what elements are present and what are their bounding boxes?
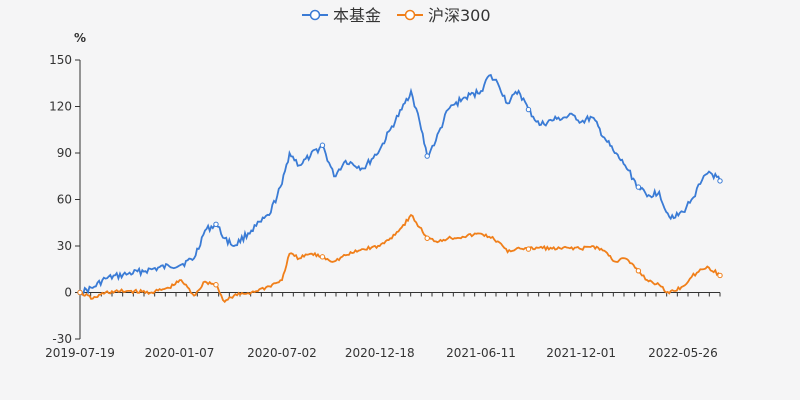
series-point — [717, 178, 723, 184]
series-point — [635, 268, 642, 274]
y-tick-label: 30 — [57, 239, 72, 253]
series-line-1 — [79, 213, 721, 304]
legend-marker-icon — [309, 9, 321, 21]
x-tick-label: 2019-07-19 — [45, 346, 115, 360]
x-tick-label: 2021-06-11 — [446, 346, 516, 360]
y-axis-unit: % — [74, 31, 86, 45]
legend-label: 本基金 — [333, 6, 381, 25]
legend-item[interactable]: 本基金 — [302, 6, 381, 25]
series-point — [525, 246, 532, 252]
x-axis: 2019-07-19 2020-01-07 2020-07-02 2020-12-18… — [45, 292, 721, 360]
y-tick-label: 60 — [57, 193, 72, 207]
x-tick-label: 2020-12-18 — [345, 346, 415, 360]
series-point — [213, 221, 219, 228]
series-point — [424, 153, 430, 159]
y-tick-label: -30 — [52, 332, 72, 346]
legend-label: 沪深300 — [428, 6, 491, 25]
legend-marker-icon — [404, 9, 416, 21]
series-point — [77, 289, 83, 296]
x-tick-label: 2021-12-01 — [546, 346, 616, 360]
series-point — [319, 254, 326, 260]
y-tick-label: 90 — [57, 146, 72, 160]
series-point — [213, 282, 219, 288]
y-tick-label: 0 — [64, 286, 72, 300]
x-tick-label: 2020-07-02 — [247, 346, 317, 360]
legend[interactable]: 本基金 沪深300 — [302, 6, 491, 25]
x-tick-label: 2020-01-07 — [145, 346, 215, 360]
series-point — [635, 184, 642, 190]
y-tick-label: 150 — [49, 53, 72, 67]
series-point — [424, 235, 430, 241]
series-line-0 — [79, 73, 721, 296]
plot-area — [77, 73, 723, 304]
legend-item[interactable]: 沪深300 — [397, 6, 491, 25]
series-point — [717, 272, 723, 279]
series-point — [319, 142, 326, 148]
x-tick-label: 2022-05-26 — [648, 346, 718, 360]
series-point — [525, 106, 532, 113]
y-axis: -30 0 30 60 90 120 150 — [49, 53, 81, 346]
y-tick-label: 120 — [49, 100, 72, 114]
